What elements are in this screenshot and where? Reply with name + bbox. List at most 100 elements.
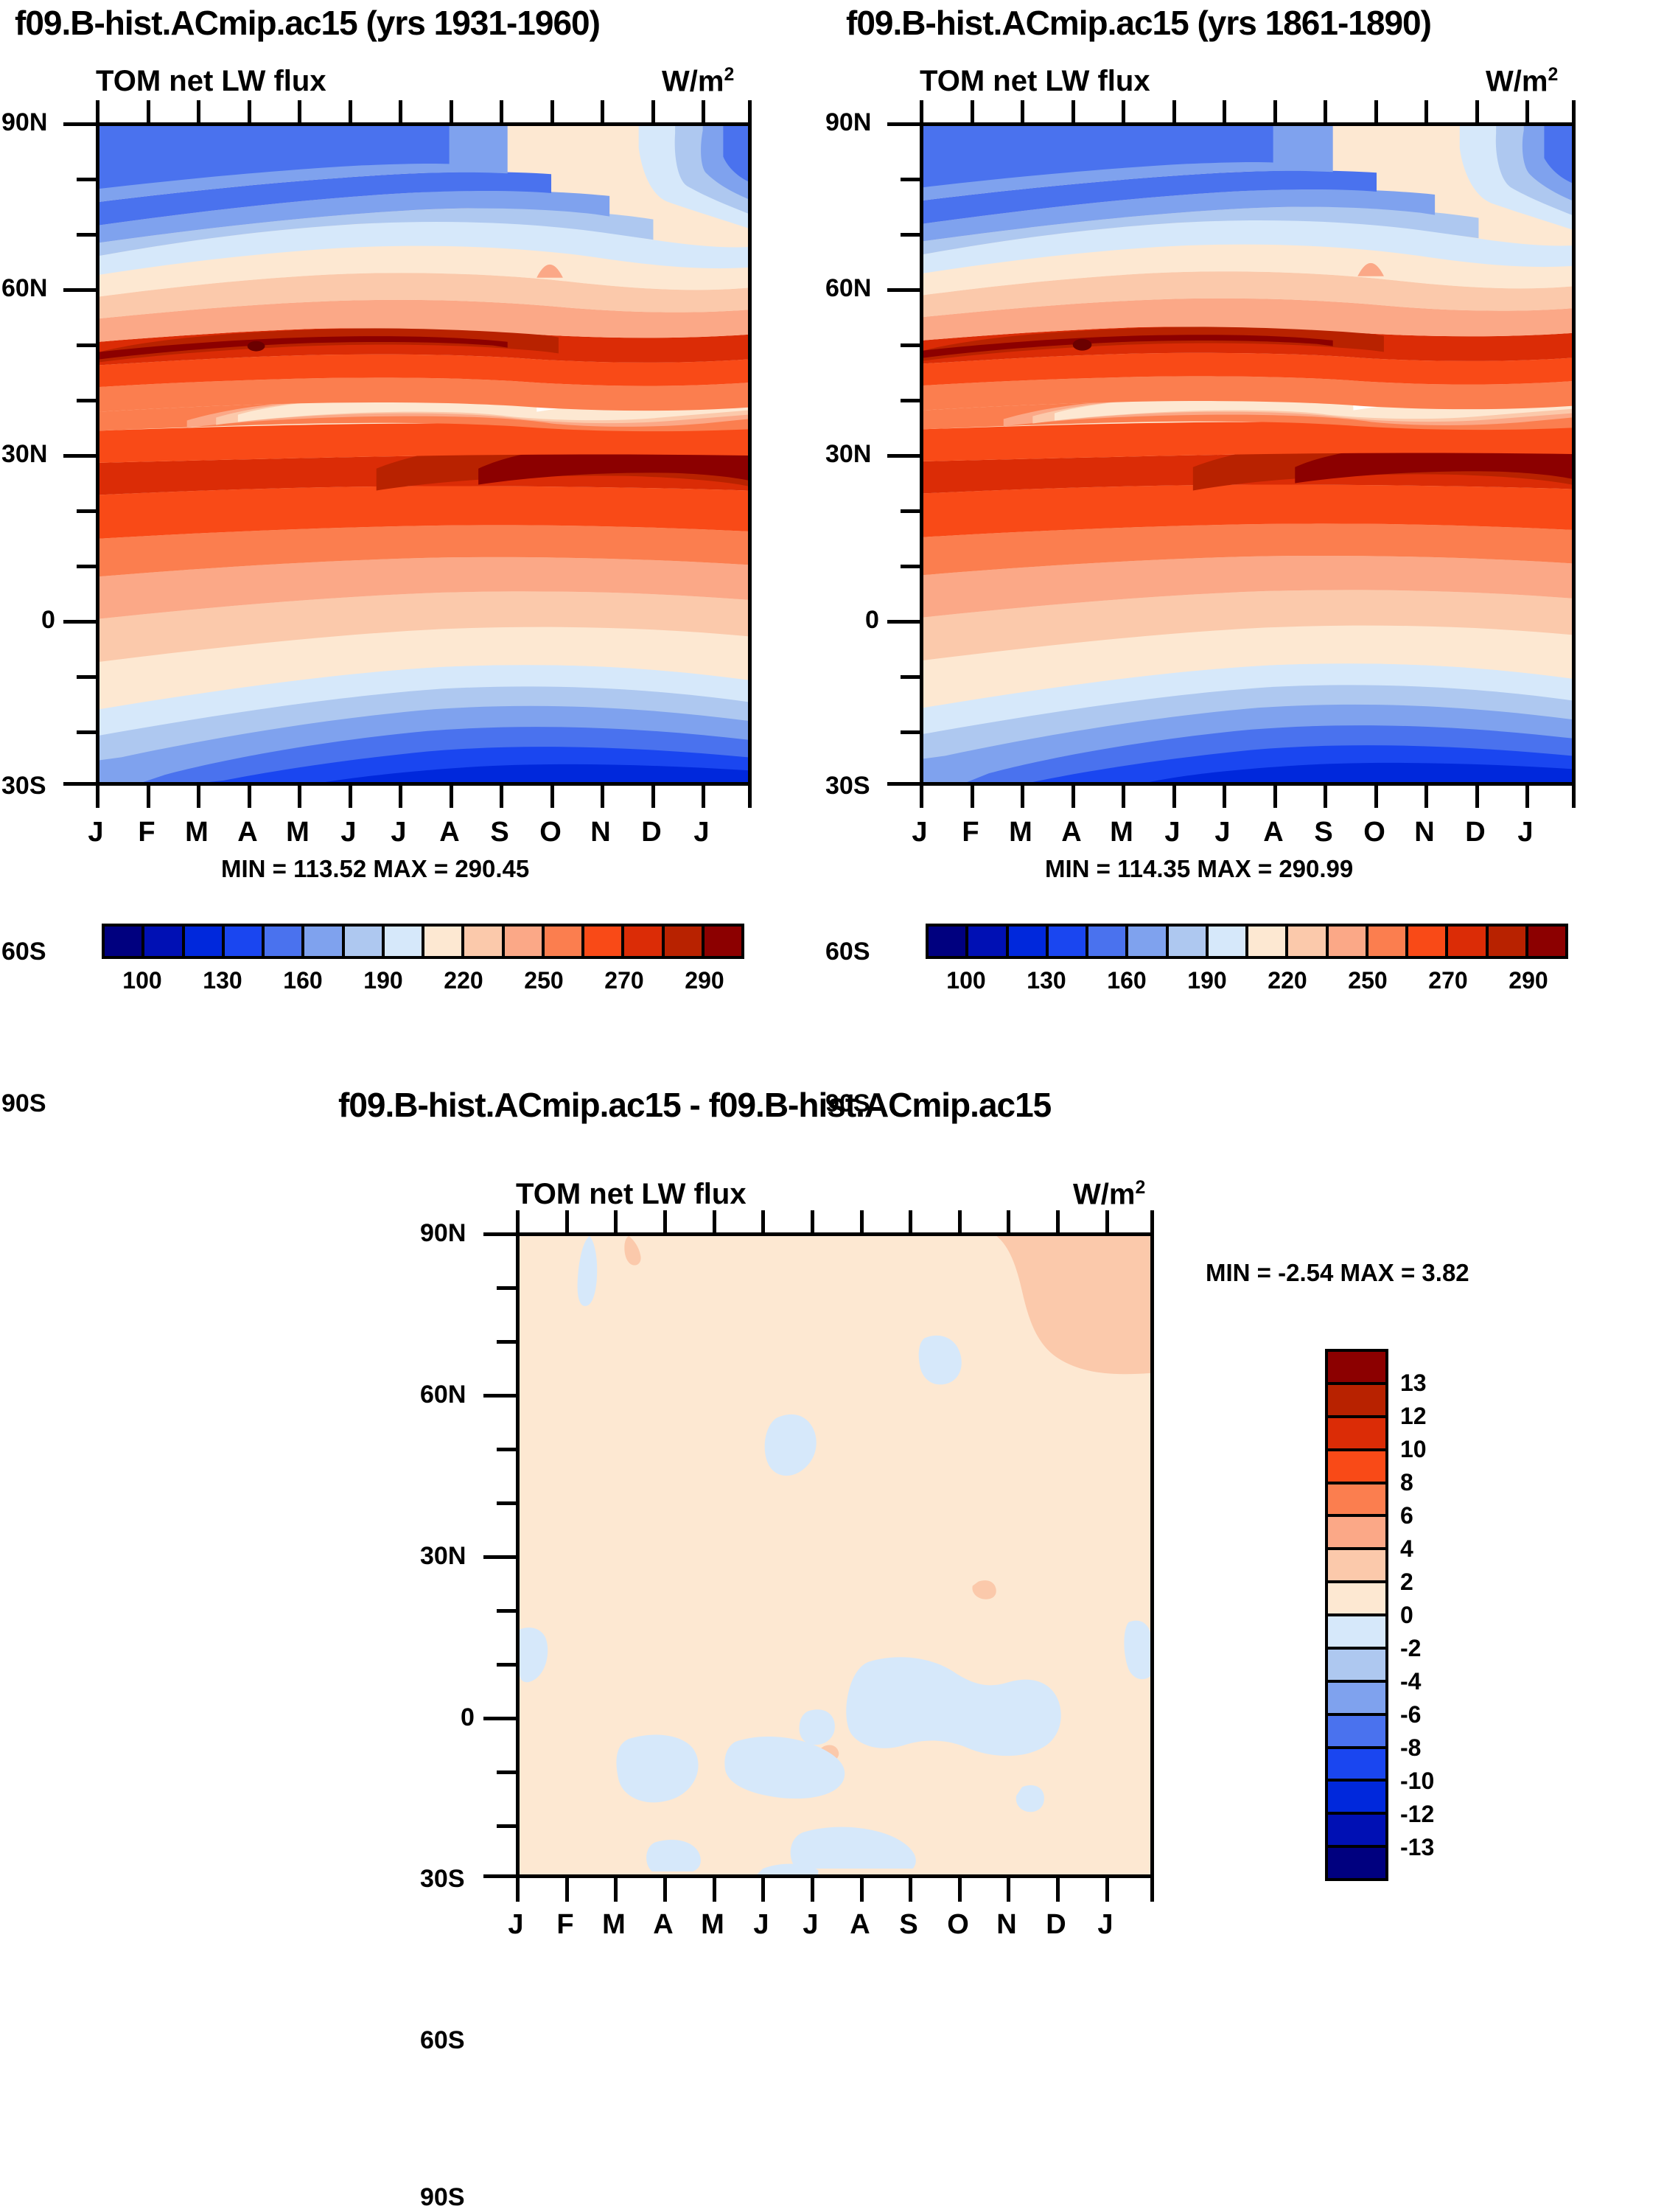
xtick-label: J [1164,817,1181,848]
colorbar-cell [1488,927,1528,956]
colorbar-tick-label: 130 [203,967,242,994]
colorbar-tick-label: 190 [363,967,403,994]
xtick-label: M [602,1909,626,1940]
colorbar-tick-label: -6 [1400,1701,1422,1728]
colorbar-tick-label: 6 [1400,1502,1413,1529]
xtick-label: D [1465,817,1486,848]
top-left-ylabel-60n: 60N [1,274,48,302]
colorbar-cell [929,927,969,956]
top-left-ylabel-90s: 90S [1,1089,46,1117]
difference-ylabel-90s: 90S [420,2183,465,2211]
difference-colorbar [1325,1349,1388,1881]
colorbar-tick-label: 13 [1400,1370,1427,1396]
xtick-label: J [693,817,710,848]
difference-units: W/m2 [1073,1178,1145,1211]
colorbar-cell [1328,1417,1385,1451]
colorbar-cell [1528,927,1565,956]
colorbar-cell [144,927,185,956]
colorbar-cell [1328,1451,1385,1484]
colorbar-cell [968,927,1009,956]
units-exponent: 2 [1548,65,1559,85]
colorbar-tick-label: 2 [1400,1569,1413,1595]
units-text: W/m [1486,65,1548,98]
colorbar-cell [1328,1848,1385,1878]
colorbar-tick-label: 290 [685,967,724,994]
xtick-label: A [237,817,258,848]
top-right-ylabel-60s: 60S [825,938,870,966]
xtick-label: J [1517,817,1534,848]
top-left-contour-plot [99,126,748,782]
xtick-label: J [1214,817,1231,848]
colorbar-cell [1168,927,1209,956]
difference-ylabel-30s: 30S [420,1865,465,1893]
xtick-label: N [1414,817,1435,848]
colorbar-cell [1288,927,1329,956]
colorbar-cell [424,927,465,956]
xtick-label: J [508,1909,524,1940]
colorbar-tick-label: -2 [1400,1635,1422,1661]
xtick-label: A [1263,817,1284,848]
units-exponent: 2 [724,65,735,85]
colorbar-cell [344,927,385,956]
colorbar-cell [1328,1616,1385,1650]
colorbar-cell [1328,1583,1385,1616]
top-left-plot-frame [96,122,752,786]
colorbar-tick-label: 100 [122,967,162,994]
colorbar-cell [1328,1384,1385,1418]
xtick-label: D [641,817,662,848]
top-right-ylabel-90n: 90N [825,108,872,136]
colorbar-tick-label: -10 [1400,1768,1435,1794]
colorbar-cell [1328,1748,1385,1782]
xtick-label: O [947,1909,969,1940]
colorbar-cell [1008,927,1049,956]
top-right-ylabel-90s: 90S [825,1089,870,1117]
colorbar-tick-label: 12 [1400,1403,1427,1429]
xtick-label: M [1009,817,1032,848]
units-text: W/m [662,65,724,98]
xtick-label: O [539,817,562,848]
colorbar-tick-label: -4 [1400,1668,1422,1695]
top-right-panel-title: f09.B-hist.ACmip.ac15 (yrs 1861-1890) [846,4,1432,42]
xtick-label: N [590,817,611,848]
xtick-label: M [286,817,310,848]
colorbar-cell [1048,927,1088,956]
colorbar-cell [584,927,625,956]
colorbar-cell [1328,1682,1385,1716]
colorbar-cell [105,927,145,956]
top-right-minmax: MIN = 114.35 MAX = 290.99 [1045,855,1354,882]
colorbar-cell [504,927,545,956]
difference-panel-title: f09.B-hist.ACmip.ac15 - f09.B-hist.ACmip… [338,1086,1052,1124]
xtick-label: J [803,1909,819,1940]
xtick-label: D [1046,1909,1066,1940]
xtick-label: S [899,1909,918,1940]
colorbar-cell [224,927,265,956]
colorbar-cell [184,927,225,956]
colorbar-cell [1328,1484,1385,1518]
xtick-label: F [556,1909,574,1940]
difference-minmax: MIN = -2.54 MAX = 3.82 [1206,1259,1469,1286]
colorbar-cell [1328,1517,1385,1551]
difference-ylabel-60s: 60S [420,2026,465,2054]
top-right-colorbar [926,924,1568,959]
top-right-field-label: TOM net LW flux [920,65,1150,97]
colorbar-cell [1408,927,1449,956]
colorbar-cell [1328,1715,1385,1749]
colorbar-cell [265,927,305,956]
colorbar-cell [1328,1550,1385,1584]
xtick-label: N [996,1909,1017,1940]
difference-ylabel-60n: 60N [420,1381,466,1409]
colorbar-tick-label: 0 [1400,1602,1413,1628]
xtick-label: O [1363,817,1385,848]
top-left-ylabel-0: 0 [41,606,55,634]
xtick-label: A [1061,817,1082,848]
colorbar-cell [1328,1815,1385,1849]
colorbar-tick-label: 10 [1400,1436,1427,1462]
colorbar-tick-label: -12 [1400,1801,1435,1827]
xtick-label: S [1314,817,1333,848]
colorbar-cell [1328,1782,1385,1815]
xtick-label: J [391,817,407,848]
colorbar-cell [1248,927,1289,956]
xtick-label: A [439,817,460,848]
colorbar-tick-label: 270 [1428,967,1468,994]
xtick-label: J [753,1909,769,1940]
